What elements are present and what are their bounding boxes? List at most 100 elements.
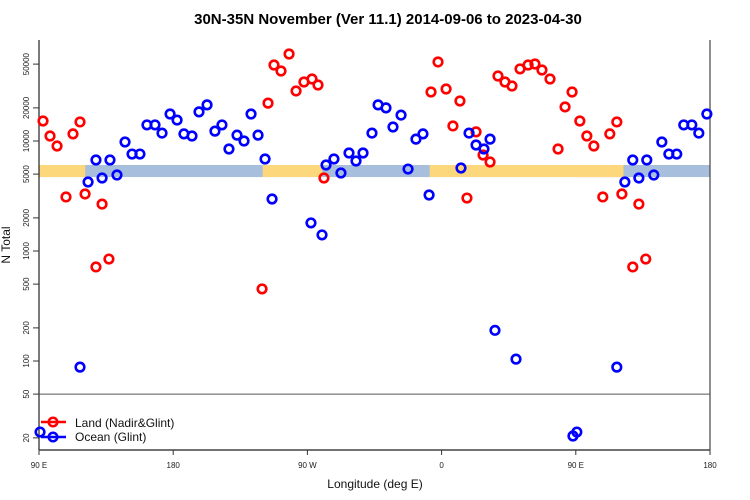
ocean-point xyxy=(656,136,668,148)
land-point xyxy=(616,188,628,200)
y-tick-label: 10000 xyxy=(22,129,31,152)
ocean-point xyxy=(74,361,86,373)
ocean-point xyxy=(387,121,399,133)
land-point xyxy=(51,140,63,152)
ocean-point xyxy=(186,130,198,142)
ocean-point xyxy=(238,135,250,147)
land-point xyxy=(60,191,72,203)
land-point xyxy=(447,120,459,132)
ocean-point xyxy=(34,426,46,438)
ocean-point xyxy=(380,102,392,114)
ocean-point xyxy=(223,143,235,155)
ocean-point xyxy=(259,153,271,165)
x-axis-label: Longitude (deg E) xyxy=(327,477,422,491)
x-tick-label: 180 xyxy=(703,461,717,470)
land-point xyxy=(37,115,49,127)
ocean-point xyxy=(156,127,168,139)
ocean-point xyxy=(417,128,429,140)
chart-title: 30N-35N November (Ver 11.1) 2014-09-06 t… xyxy=(194,11,582,28)
land-point xyxy=(44,130,56,142)
y-tick-label: 100 xyxy=(22,354,31,368)
surface-band xyxy=(39,165,710,178)
land-band-segment xyxy=(39,165,86,178)
land-point xyxy=(566,86,578,98)
ocean-point xyxy=(619,176,631,188)
ocean-point xyxy=(96,172,108,184)
legend-ocean-label: Ocean (Glint) xyxy=(75,430,146,444)
x-tick-label: 90 W xyxy=(298,461,317,470)
ocean-point xyxy=(633,172,645,184)
ocean-point xyxy=(252,129,264,141)
land-point xyxy=(506,80,518,92)
land-point xyxy=(640,253,652,265)
land-point xyxy=(581,130,593,142)
ocean-point xyxy=(82,176,94,188)
ocean-point xyxy=(119,136,131,148)
y-tick-label: 20000 xyxy=(22,96,31,119)
land-band-segment xyxy=(262,165,323,178)
ocean-point xyxy=(134,148,146,160)
ocean-point xyxy=(111,169,123,181)
land-point xyxy=(552,143,564,155)
ocean-point xyxy=(693,127,705,139)
ocean-point xyxy=(402,163,414,175)
ocean-point xyxy=(567,430,579,442)
ocean-point xyxy=(357,147,369,159)
land-point xyxy=(262,97,274,109)
land-point xyxy=(604,128,616,140)
y-tick-label: 200 xyxy=(22,321,31,335)
land-point xyxy=(290,85,302,97)
y-ticks: 50000 20000 10000 5000 2000 1000 500 200 100 50 20 xyxy=(22,52,39,442)
x-ticks: 90 E 180 90 W 0 90 E 180 xyxy=(31,450,717,470)
land-point xyxy=(318,172,330,184)
land-point xyxy=(96,198,108,210)
y-tick-label: 2000 xyxy=(22,208,31,226)
x-tick-label: 90 E xyxy=(568,461,584,470)
ocean-point xyxy=(395,109,407,121)
x-tick-label: 0 xyxy=(439,461,444,470)
land-point xyxy=(477,149,489,161)
data-points xyxy=(34,48,713,442)
ocean-point xyxy=(328,153,340,165)
land-point xyxy=(425,86,437,98)
ocean-point xyxy=(245,108,257,120)
land-point xyxy=(67,128,79,140)
land-point xyxy=(492,70,504,82)
land-point xyxy=(74,116,86,128)
ocean-point xyxy=(484,133,496,145)
land-point xyxy=(588,140,600,152)
land-band-segment xyxy=(429,165,624,178)
land-point xyxy=(522,59,534,71)
ocean-point xyxy=(171,114,183,126)
ocean-point xyxy=(366,127,378,139)
land-point xyxy=(454,95,466,107)
y-tick-label: 1000 xyxy=(22,242,31,260)
ocean-point xyxy=(350,155,362,167)
ocean-point xyxy=(641,154,653,166)
land-point xyxy=(432,56,444,68)
y-tick-label: 500 xyxy=(22,277,31,291)
legend-land-marker xyxy=(47,416,59,428)
land-point xyxy=(536,64,548,76)
ocean-point xyxy=(305,217,317,229)
ocean-point xyxy=(627,154,639,166)
y-tick-label: 5000 xyxy=(22,165,31,183)
land-point xyxy=(559,101,571,113)
ocean-point xyxy=(648,169,660,181)
ocean-point xyxy=(510,353,522,365)
x-tick-label: 90 E xyxy=(31,461,47,470)
land-point xyxy=(312,79,324,91)
ocean-point xyxy=(209,125,221,137)
y-tick-label: 50 xyxy=(22,389,31,398)
ocean-point xyxy=(455,162,467,174)
y-tick-label: 50000 xyxy=(22,52,31,75)
land-point xyxy=(275,65,287,77)
land-point xyxy=(256,283,268,295)
ocean-point xyxy=(201,99,213,111)
y-tick-label: 20 xyxy=(22,433,31,442)
ocean-point xyxy=(463,127,475,139)
ocean-point xyxy=(686,119,698,131)
ocean-point xyxy=(164,108,176,120)
ocean-point xyxy=(216,119,228,131)
